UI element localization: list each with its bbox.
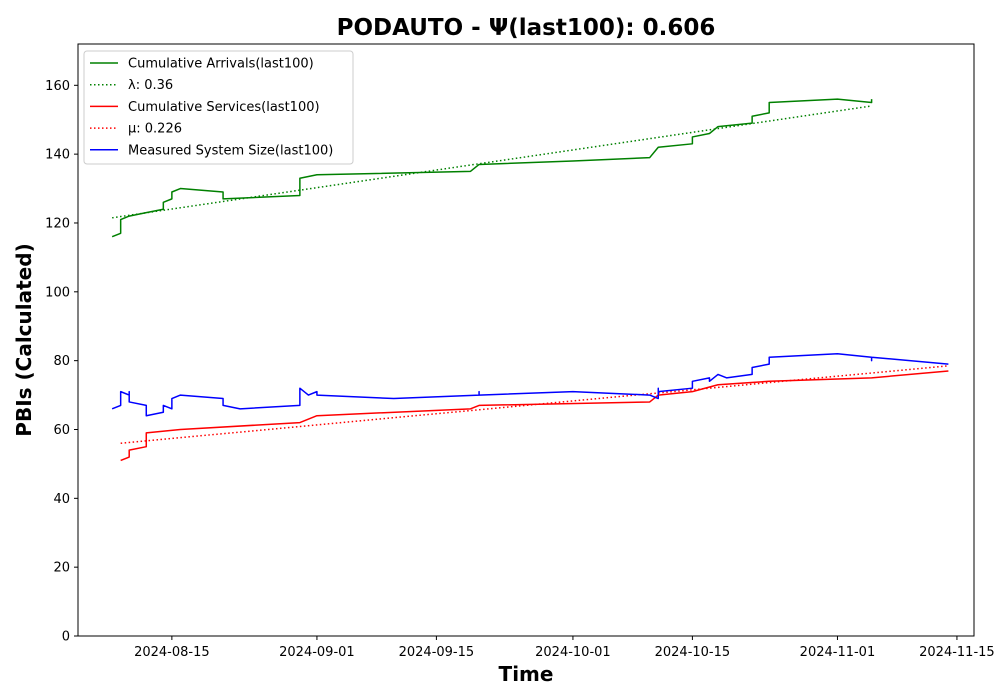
chart-title: PODAUTO - Ψ(last100): 0.606: [337, 15, 716, 41]
y-tick-label: 0: [62, 630, 70, 645]
legend-label: Cumulative Services(last100): [128, 100, 320, 115]
series-layer: [111, 98, 949, 462]
x-tick-label: 2024-11-15: [919, 645, 995, 660]
y-tick-label: 40: [53, 492, 70, 507]
y-axis-label: PBIs (Calculated): [12, 243, 36, 436]
x-axis: 2024-08-15 2024-09-01 2024-09-15 2024-10-01…: [134, 636, 995, 660]
y-tick-label: 120: [45, 216, 70, 231]
plot-frame: [77, 43, 975, 637]
y-tick-label: 60: [53, 423, 70, 438]
plot-area: 2024-08-15 2024-09-01 2024-09-15 2024-10-01…: [45, 43, 995, 660]
y-axis: 0 20 40 60 80 100 120 140 160: [45, 79, 78, 645]
x-tick-label: 2024-10-01: [535, 645, 611, 660]
legend-label: λ: 0.36: [128, 78, 173, 93]
x-tick-label: 2024-08-15: [134, 645, 210, 660]
legend-box: [83, 50, 354, 165]
x-tick-label: 2024-09-01: [279, 645, 355, 660]
legend: Cumulative Arrivals(last100) λ: 0.36 Cumul…: [83, 50, 354, 165]
x-axis-label: Time: [499, 662, 554, 686]
y-tick-label: 140: [45, 148, 70, 163]
legend-label: Cumulative Arrivals(last100): [128, 57, 314, 72]
y-tick-label: 80: [53, 354, 70, 369]
y-tick-label: 20: [53, 561, 70, 576]
series-line-4: [120, 365, 949, 445]
x-tick-label: 2024-09-15: [399, 645, 475, 660]
x-tick-label: 2024-11-01: [800, 645, 876, 660]
legend-label: Measured System Size(last100): [128, 143, 333, 158]
series-line-3: [120, 370, 949, 462]
y-tick-label: 160: [45, 79, 70, 94]
legend-label: μ: 0.226: [128, 122, 182, 137]
series-line-1: [111, 98, 873, 238]
x-tick-label: 2024-10-15: [655, 645, 731, 660]
series-line-5: [111, 353, 949, 417]
y-tick-label: 100: [45, 285, 70, 300]
